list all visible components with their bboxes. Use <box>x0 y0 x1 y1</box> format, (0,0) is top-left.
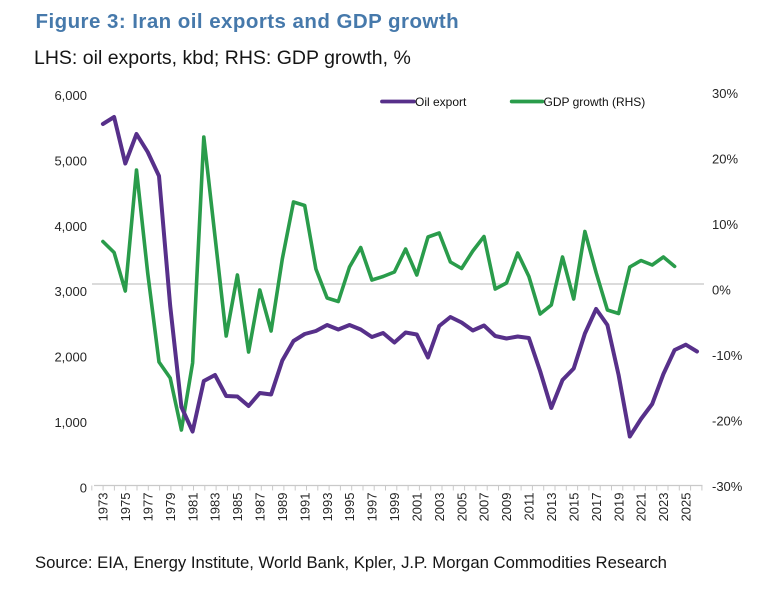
svg-text:1977: 1977 <box>140 493 155 522</box>
svg-text:2023: 2023 <box>656 493 671 522</box>
svg-text:4,000: 4,000 <box>54 219 87 234</box>
svg-text:1995: 1995 <box>342 493 357 522</box>
svg-text:3,000: 3,000 <box>54 284 87 299</box>
svg-text:-30%: -30% <box>712 479 743 494</box>
svg-text:2005: 2005 <box>454 493 469 522</box>
svg-text:1983: 1983 <box>208 493 223 522</box>
svg-text:0: 0 <box>80 480 87 495</box>
svg-text:1997: 1997 <box>365 493 380 522</box>
svg-text:2007: 2007 <box>477 493 492 522</box>
svg-text:-20%: -20% <box>712 414 743 429</box>
svg-text:2,000: 2,000 <box>54 350 87 365</box>
svg-text:1993: 1993 <box>320 493 335 522</box>
svg-text:20%: 20% <box>712 152 738 167</box>
svg-text:1981: 1981 <box>185 493 200 522</box>
svg-text:1985: 1985 <box>230 493 245 522</box>
svg-text:2011: 2011 <box>522 493 537 521</box>
svg-text:1975: 1975 <box>118 493 133 522</box>
svg-text:GDP growth (RHS): GDP growth (RHS) <box>544 95 646 109</box>
svg-text:2013: 2013 <box>544 493 559 522</box>
svg-text:2021: 2021 <box>634 493 649 522</box>
svg-text:1989: 1989 <box>275 493 290 522</box>
svg-text:10%: 10% <box>712 217 738 232</box>
svg-text:1987: 1987 <box>253 493 268 522</box>
svg-text:2019: 2019 <box>611 493 626 522</box>
svg-text:30%: 30% <box>712 86 738 101</box>
svg-text:6,000: 6,000 <box>54 88 87 103</box>
svg-text:5,000: 5,000 <box>54 154 87 169</box>
svg-text:1,000: 1,000 <box>54 415 87 430</box>
svg-text:-10%: -10% <box>712 348 743 363</box>
svg-text:2001: 2001 <box>410 493 425 522</box>
svg-text:Oil export: Oil export <box>415 95 467 109</box>
svg-text:2003: 2003 <box>432 493 447 522</box>
svg-text:2015: 2015 <box>566 493 581 522</box>
svg-text:1999: 1999 <box>387 493 402 522</box>
svg-text:0%: 0% <box>712 283 731 298</box>
svg-text:2017: 2017 <box>589 493 604 522</box>
svg-text:2009: 2009 <box>499 493 514 522</box>
svg-text:1973: 1973 <box>96 493 111 522</box>
svg-text:2025: 2025 <box>679 493 694 522</box>
svg-text:1979: 1979 <box>163 493 178 522</box>
svg-text:1991: 1991 <box>297 493 312 522</box>
